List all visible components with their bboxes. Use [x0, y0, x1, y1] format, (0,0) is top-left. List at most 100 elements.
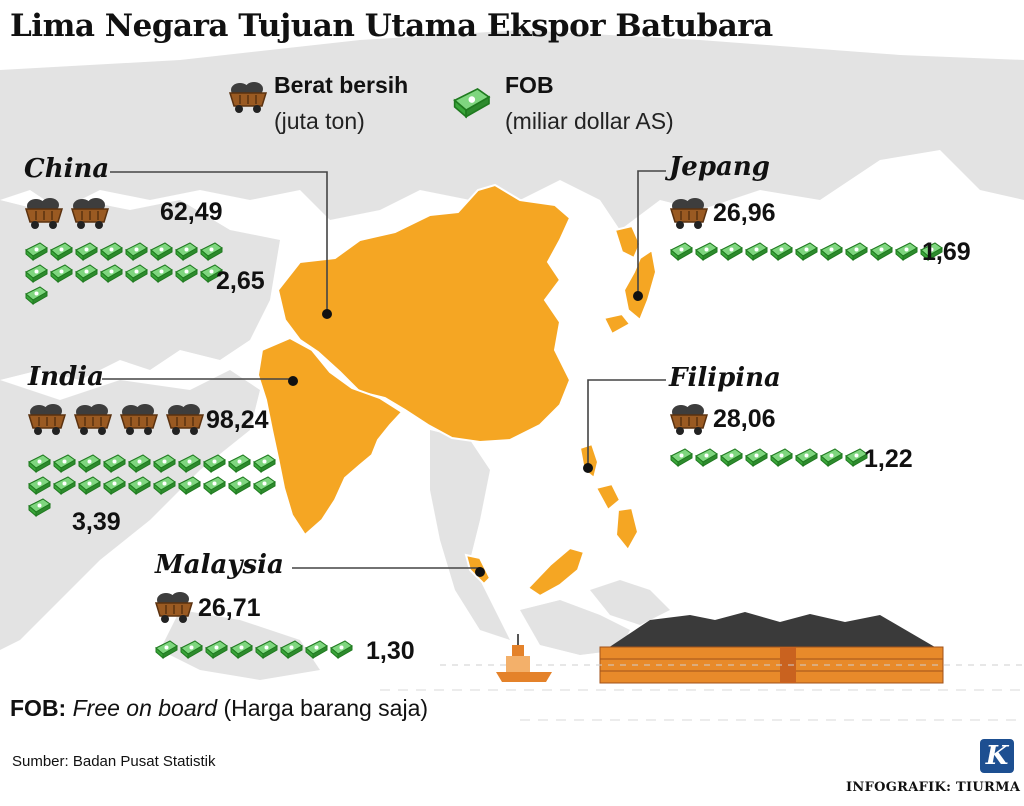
money-bundle-icon	[200, 264, 223, 284]
japan-shape	[622, 248, 658, 322]
money-bundle-icon	[745, 448, 768, 468]
money-bundle-icon	[28, 476, 51, 496]
money-bundle-icon	[128, 454, 151, 474]
money-bundle-icon	[50, 264, 73, 284]
coal-cart-icon	[228, 80, 274, 114]
money-bundle-icon	[330, 640, 353, 660]
malaysia-shape	[526, 546, 586, 598]
country-label-india: India	[28, 362, 104, 392]
money-bundle-icon	[178, 476, 201, 496]
money-bundle-icon	[28, 454, 51, 474]
money-bundle-icon	[180, 640, 203, 660]
ship-illustration	[496, 634, 552, 682]
money-bundle-icon	[150, 264, 173, 284]
money-bundle-icon	[228, 476, 251, 496]
china-fob-value: 2,65	[216, 267, 265, 295]
jepang-weight-value: 26,96	[713, 199, 776, 227]
money-bundle-icon	[870, 242, 893, 262]
money-bundle-icon	[175, 264, 198, 284]
money-bundle-icon	[695, 448, 718, 468]
philippines-shape	[614, 506, 640, 552]
coal-cart-icon	[70, 198, 110, 229]
jepang-fob-icons	[669, 240, 944, 262]
legend-weight-label: Berat bersih	[274, 72, 409, 98]
japan-shape	[613, 224, 642, 260]
india-weight-value: 98,24	[206, 406, 269, 434]
jepang-weight-icons	[669, 196, 715, 230]
money-bundle-icon	[78, 476, 101, 496]
country-label-jepang: Jepang	[669, 152, 770, 182]
malaysia-weight-value: 26,71	[198, 594, 261, 622]
money-bundle-icon	[50, 242, 73, 262]
money-bundle-icon	[100, 242, 123, 262]
money-bundle-icon	[305, 640, 328, 660]
coal-cart-icon	[154, 592, 194, 623]
india-weight-icons	[27, 402, 211, 436]
money-bundle-icon	[75, 242, 98, 262]
money-bundle-icon	[895, 242, 918, 262]
money-bundle-icon	[155, 640, 178, 660]
chart-title: Lima Negara Tujuan Utama Ekspor Batubara	[10, 8, 773, 44]
coal-cart-icon	[669, 198, 709, 229]
japan-shape	[602, 312, 632, 336]
money-bundle-icon	[820, 242, 843, 262]
money-bundle-icon	[253, 476, 276, 496]
money-bundle-icon	[745, 242, 768, 262]
money-bundle-icon	[720, 242, 743, 262]
money-bundle-icon	[25, 242, 48, 262]
filipina-fob-icons	[669, 446, 869, 468]
philippines-shape	[578, 442, 600, 480]
money-bundle-icon	[228, 454, 251, 474]
money-bundle-icon	[720, 448, 743, 468]
footnote-term: FOB:	[10, 695, 67, 721]
country-label-filipina: Filipina	[669, 363, 781, 393]
china-fob-icons	[24, 240, 224, 306]
money-bundle-icon	[670, 448, 693, 468]
money-bundle-icon	[205, 640, 228, 660]
money-bundle-icon	[25, 264, 48, 284]
infographic-credit: INFOGRAFIK: TIURMA	[846, 780, 1021, 795]
legend-fob-unit: (miliar dollar AS)	[505, 108, 674, 134]
india-fob-value: 3,39	[72, 508, 121, 536]
money-bundle-icon	[255, 640, 278, 660]
money-bundle-icon	[178, 454, 201, 474]
filipina-weight-value: 28,06	[713, 405, 776, 433]
fob-footnote: FOB: Free on board (Harga barang saja)	[10, 695, 428, 722]
country-label-china: China	[24, 154, 110, 184]
money-bundle-icon	[153, 454, 176, 474]
malaysia-fob-icons	[154, 638, 354, 660]
money-bundle-icon	[25, 286, 48, 306]
india-fob-icons	[27, 452, 277, 518]
coal-cart-icon	[669, 404, 709, 435]
money-bundle-icon	[153, 476, 176, 496]
money-bundle-icon	[125, 264, 148, 284]
money-bundle-icon	[845, 242, 868, 262]
money-bundle-icon	[100, 264, 123, 284]
money-bundle-icon	[125, 242, 148, 262]
money-bundle-icon	[75, 264, 98, 284]
money-bundle-icon	[795, 242, 818, 262]
footnote-explanation: (Harga barang saja)	[223, 695, 429, 721]
money-bundle-icon	[28, 498, 51, 518]
publisher-logo: K	[980, 739, 1014, 773]
money-bundle-icon	[253, 454, 276, 474]
money-bundle-icon	[770, 242, 793, 262]
money-bundle-icon	[280, 640, 303, 660]
money-bundle-icon	[200, 242, 223, 262]
coal-cart-icon	[24, 198, 64, 229]
money-bundle-icon	[203, 454, 226, 474]
money-bundle-icon	[53, 476, 76, 496]
money-bundle-icon	[920, 242, 943, 262]
money-bundle-icon	[128, 476, 151, 496]
money-bundle-icon	[670, 242, 693, 262]
money-bundle-icon	[695, 242, 718, 262]
money-bundle-icon	[820, 448, 843, 468]
jepang-fob-value: 1,69	[922, 238, 971, 266]
money-bundle-icon	[230, 640, 253, 660]
coal-cart-icon	[27, 404, 67, 435]
money-bundle-icon	[845, 448, 868, 468]
coal-stockpile-illustration	[380, 612, 1024, 721]
money-bundle-icon	[103, 454, 126, 474]
money-bundle-icon	[53, 454, 76, 474]
